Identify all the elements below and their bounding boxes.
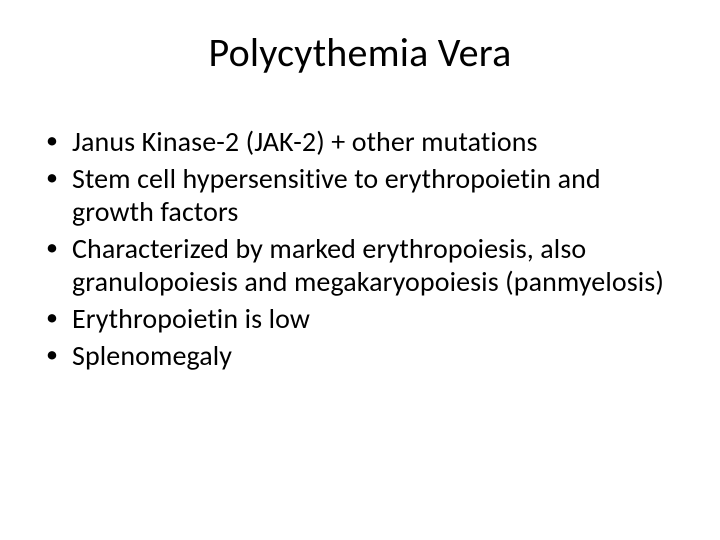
bullet-item: Janus Kinase-2 (JAK-2) + other mutations [46,125,684,159]
bullet-item: Splenomegaly [46,339,684,373]
bullet-item: Characterized by marked erythropoiesis, … [46,232,684,299]
bullet-list: Janus Kinase-2 (JAK-2) + other mutations… [46,125,684,372]
bullet-item: Erythropoietin is low [46,302,684,336]
slide-title: Polycythemia Vera [36,28,684,77]
slide: Polycythemia Vera Janus Kinase-2 (JAK-2)… [0,0,720,540]
slide-body: Janus Kinase-2 (JAK-2) + other mutations… [36,125,684,375]
bullet-item: Stem cell hypersensitive to erythropoiet… [46,162,684,229]
